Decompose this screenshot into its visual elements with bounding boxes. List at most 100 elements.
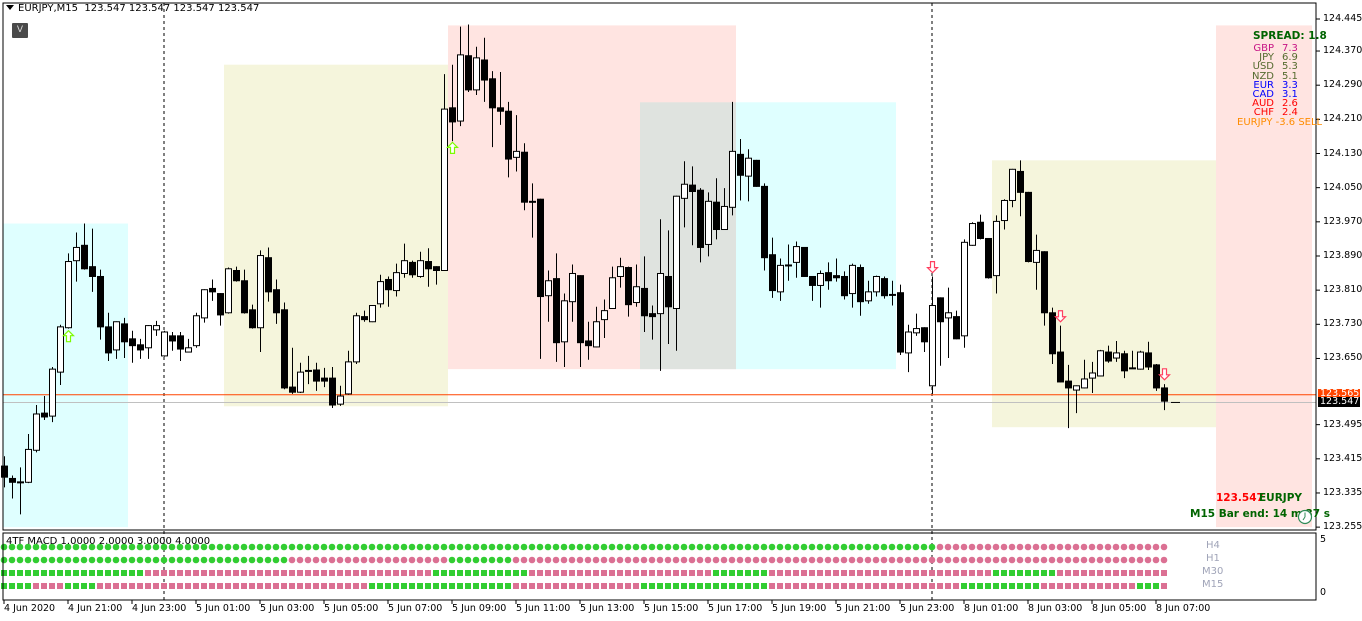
- candle-body: [1113, 352, 1120, 359]
- macd-dot-h4: [1008, 543, 1016, 551]
- macd-dot-h1: [672, 556, 680, 564]
- candle-body: [153, 325, 160, 331]
- macd-square-m30: [145, 570, 151, 576]
- price-axis-label: 123.730: [1323, 318, 1362, 330]
- macd-dot-h1: [720, 556, 728, 564]
- macd-square-m30: [281, 570, 287, 576]
- macd-dot-h4: [768, 543, 776, 551]
- candle-body: [425, 261, 432, 270]
- candle-body: [777, 264, 784, 293]
- macd-square-m15: [361, 583, 367, 589]
- candle-body: [137, 344, 144, 351]
- macd-dot-h1: [776, 556, 784, 564]
- macd-dot-h4: [936, 543, 944, 551]
- macd-square-m30: [17, 570, 23, 576]
- macd-square-m15: [265, 583, 271, 589]
- macd-square-m15: [217, 583, 223, 589]
- macd-dot-h4: [328, 543, 336, 551]
- macd-dot-h4: [968, 543, 976, 551]
- macd-dot-h4: [632, 543, 640, 551]
- candle: [337, 385, 344, 406]
- candle: [73, 232, 80, 282]
- candle-body: [41, 412, 48, 418]
- macd-dot-h4: [224, 543, 232, 551]
- macd-square-m30: [873, 570, 879, 576]
- macd-dot-h4: [784, 543, 792, 551]
- candle: [841, 271, 848, 300]
- macd-square-m30: [889, 570, 895, 576]
- macd-dot-h1: [496, 556, 504, 564]
- macd-square-m30: [25, 570, 31, 576]
- macd-dot-h4: [544, 543, 552, 551]
- macd-square-m30: [1, 570, 7, 576]
- macd-dot-h1: [456, 556, 464, 564]
- candle: [505, 101, 512, 178]
- macd-square-m30: [305, 570, 311, 576]
- macd-dot-h1: [168, 556, 176, 564]
- candle-body: [177, 335, 184, 350]
- candle: [1097, 349, 1104, 377]
- candle-body: [945, 312, 952, 319]
- dropdown-triangle-icon[interactable]: [6, 5, 14, 10]
- candle: [985, 237, 992, 279]
- candle-body: [441, 108, 448, 272]
- macd-dot-h4: [360, 543, 368, 551]
- macd-square-m30: [561, 570, 567, 576]
- macd-square-m30: [593, 570, 599, 576]
- macd-square-m30: [137, 570, 143, 576]
- candle-body: [793, 246, 800, 263]
- candle-body: [913, 328, 920, 334]
- macd-square-m15: [321, 583, 327, 589]
- candle-body: [1025, 191, 1032, 263]
- axis-ticks: [3, 18, 1320, 604]
- currency-strength-value: 3.1: [1282, 89, 1298, 100]
- macd-dot-h1: [368, 556, 376, 564]
- candle-body: [281, 309, 288, 389]
- macd-dot-h4: [776, 543, 784, 551]
- macd-dot-h4: [792, 543, 800, 551]
- macd-square-m15: [1065, 583, 1071, 589]
- macd-square-m15: [785, 583, 791, 589]
- macd-square-m15: [697, 583, 703, 589]
- macd-square-m15: [809, 583, 815, 589]
- currency-strength-value: 3.3: [1282, 79, 1298, 91]
- macd-square-m15: [1073, 583, 1079, 589]
- zone-box: [224, 64, 448, 407]
- macd-square-m15: [425, 583, 431, 589]
- candle-body: [809, 275, 816, 286]
- macd-square-m15: [865, 583, 871, 589]
- macd-square-m30: [409, 570, 415, 576]
- candle: [233, 266, 240, 282]
- macd-square-m15: [41, 583, 47, 589]
- candle: [713, 178, 720, 240]
- candle: [81, 223, 88, 270]
- candle-body: [1065, 380, 1072, 389]
- candle: [929, 276, 936, 394]
- candle: [465, 24, 472, 93]
- v-button[interactable]: V: [12, 23, 28, 38]
- candle: [457, 26, 464, 127]
- macd-square-m30: [513, 570, 519, 576]
- macd-dot-h1: [1144, 556, 1152, 564]
- macd-dot-h4: [176, 543, 184, 551]
- candle-body: [145, 325, 152, 349]
- macd-square-m15: [745, 583, 751, 589]
- candle-body: [881, 278, 888, 297]
- candle: [473, 46, 480, 96]
- candle: [1129, 350, 1136, 370]
- currency-strength-row: USD 5.3: [1240, 62, 1302, 72]
- macd-dot-h4: [560, 543, 568, 551]
- macd-dot-h1: [1160, 556, 1168, 564]
- bid-price-tag: 123.547: [1318, 396, 1360, 407]
- ask-price-tag: 123.565: [1318, 388, 1360, 399]
- macd-dot-h1: [936, 556, 944, 564]
- candle-body: [985, 237, 992, 279]
- price-axis-label: 124.370: [1323, 45, 1362, 57]
- time-axis-label: 4 Jun 23:00: [132, 603, 187, 614]
- candle-body: [769, 254, 776, 292]
- currency-strength-value: 6.9: [1282, 52, 1298, 64]
- macd-dot-h1: [520, 556, 528, 564]
- macd-dot-h4: [920, 543, 928, 551]
- macd-dot-h4: [600, 543, 608, 551]
